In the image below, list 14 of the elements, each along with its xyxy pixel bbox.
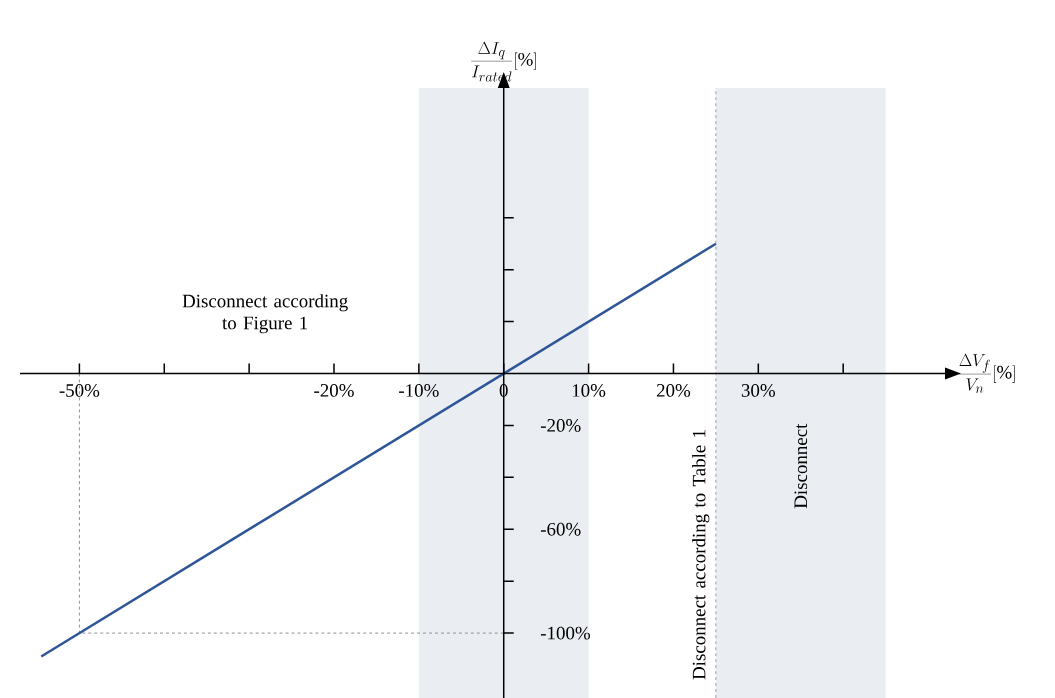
x-tick-label: 10% xyxy=(572,384,606,397)
x-tick-label: -10% xyxy=(399,384,439,397)
x-tick-label: 20% xyxy=(656,384,691,397)
y-tick-label: -20% xyxy=(540,419,581,432)
annotation: Disconnect according to Figure 1 xyxy=(182,294,348,334)
x-axis-title: $\frac{\Delta V_f}{V_n}[\%]$ xyxy=(958,353,1015,393)
x-tick-label: -20% xyxy=(314,384,354,397)
x-tick-label: 30% xyxy=(741,384,775,397)
y-tick-label: -60% xyxy=(540,522,581,536)
x-tick-label: -50% xyxy=(59,384,100,397)
band-label: Disconnect xyxy=(794,423,808,509)
y-axis-title: $\frac{\Delta I_q}{I_{rated}}[\%]$ xyxy=(471,41,536,82)
ref-line-label: Disconnect according to Table 1 xyxy=(692,430,710,680)
y-tick-label: -100% xyxy=(540,626,591,640)
